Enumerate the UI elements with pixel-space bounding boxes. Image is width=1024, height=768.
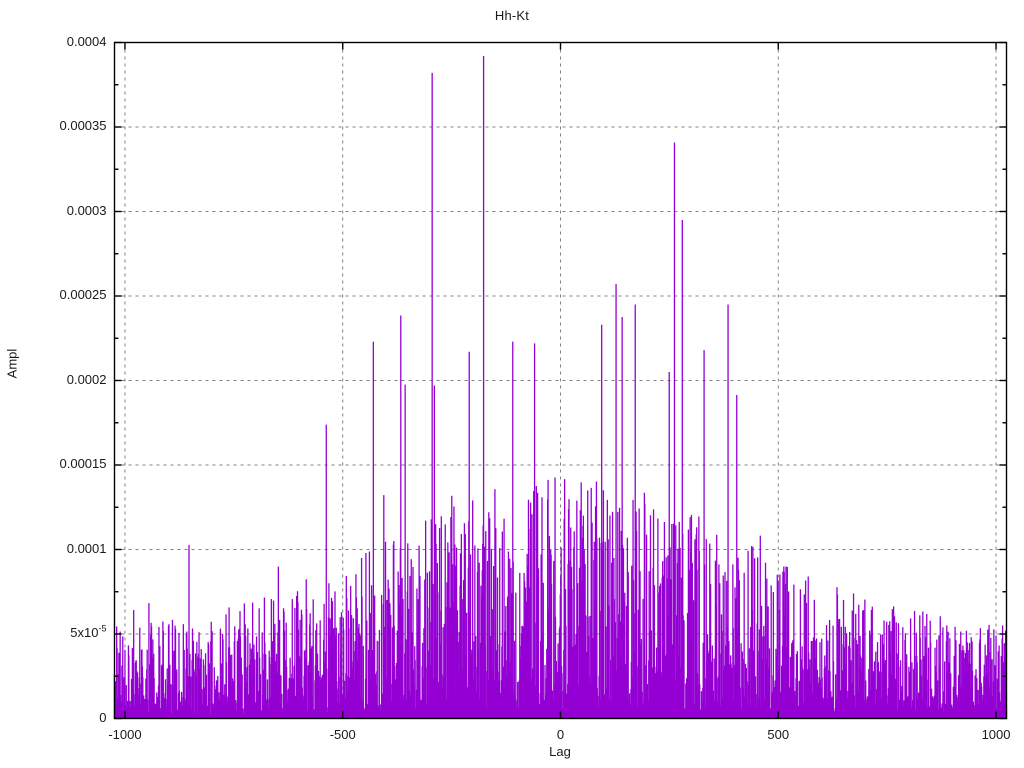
y-axis-tick-label: 0.0004: [66, 33, 107, 49]
x-axis-label: Lag: [549, 744, 571, 759]
y-axis-tick-label: 0.0003: [66, 202, 107, 218]
y-axis-tick-label: 0.0001: [66, 540, 107, 556]
y-axis-tick-label: 0.00015: [59, 456, 107, 471]
data-series-impulses: [113, 56, 1008, 719]
plot-border: [113, 41, 1008, 720]
y-axis-tick-label: 0.0002: [66, 371, 107, 387]
x-axis-tick-label: 1000: [981, 726, 1011, 742]
y-axis-tick-label: 0: [99, 709, 107, 725]
y-axis-tick-label: 0.00025: [59, 287, 107, 302]
x-axis-tick-label: 0: [556, 726, 565, 742]
x-axis-tick-label: -1000: [108, 726, 142, 742]
x-axis-tick-label: 500: [767, 726, 790, 742]
y-axis-tick-label: 5x10-5: [70, 623, 107, 640]
x-axis-tick-label: -500: [329, 726, 356, 742]
chart-title: Hh-Kt: [494, 8, 530, 23]
y-axis-tick-label: 0.00035: [59, 118, 107, 133]
